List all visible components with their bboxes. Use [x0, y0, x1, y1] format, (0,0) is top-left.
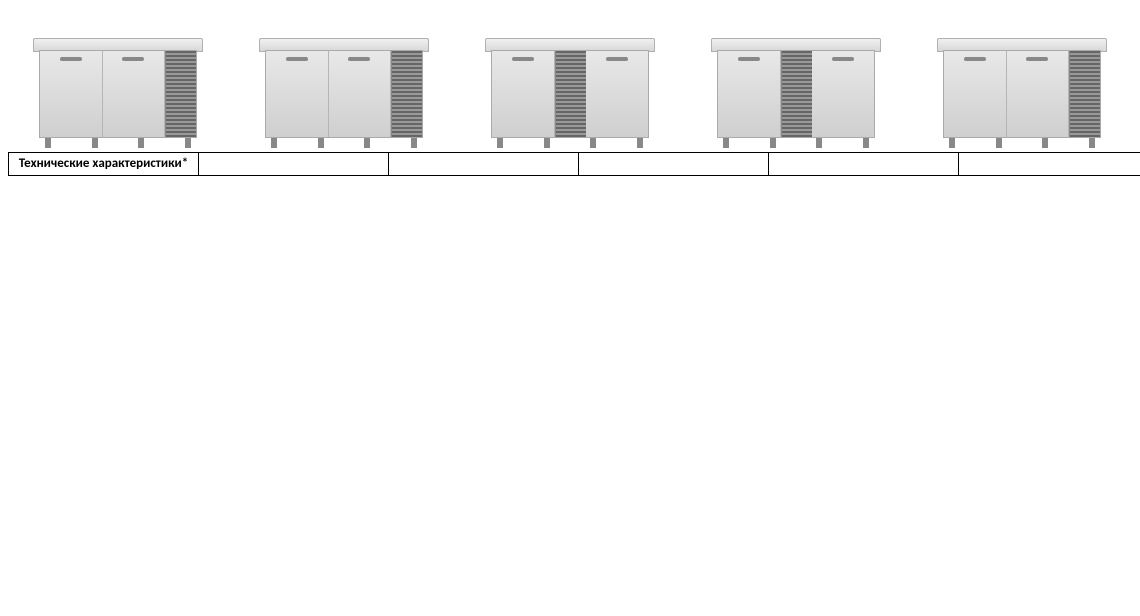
product-header-5: [959, 153, 1140, 176]
product-image-3: [470, 8, 670, 148]
product-header-4: [769, 153, 959, 176]
header-label-cell: Технические характеристики*: [9, 153, 199, 176]
product-header-3: [579, 153, 769, 176]
product-header-2: [389, 153, 579, 176]
product-image-5: [922, 8, 1122, 148]
header-label: Технические характеристики*: [19, 156, 188, 171]
product-header-1: [199, 153, 389, 176]
product-image-4: [696, 8, 896, 148]
table-header-row: Технические характеристики*: [9, 153, 1140, 176]
product-image-1: [18, 8, 218, 148]
product-image-2: [244, 8, 444, 148]
specs-table: Технические характеристики*: [8, 152, 1140, 176]
product-images-row: [8, 8, 1132, 148]
